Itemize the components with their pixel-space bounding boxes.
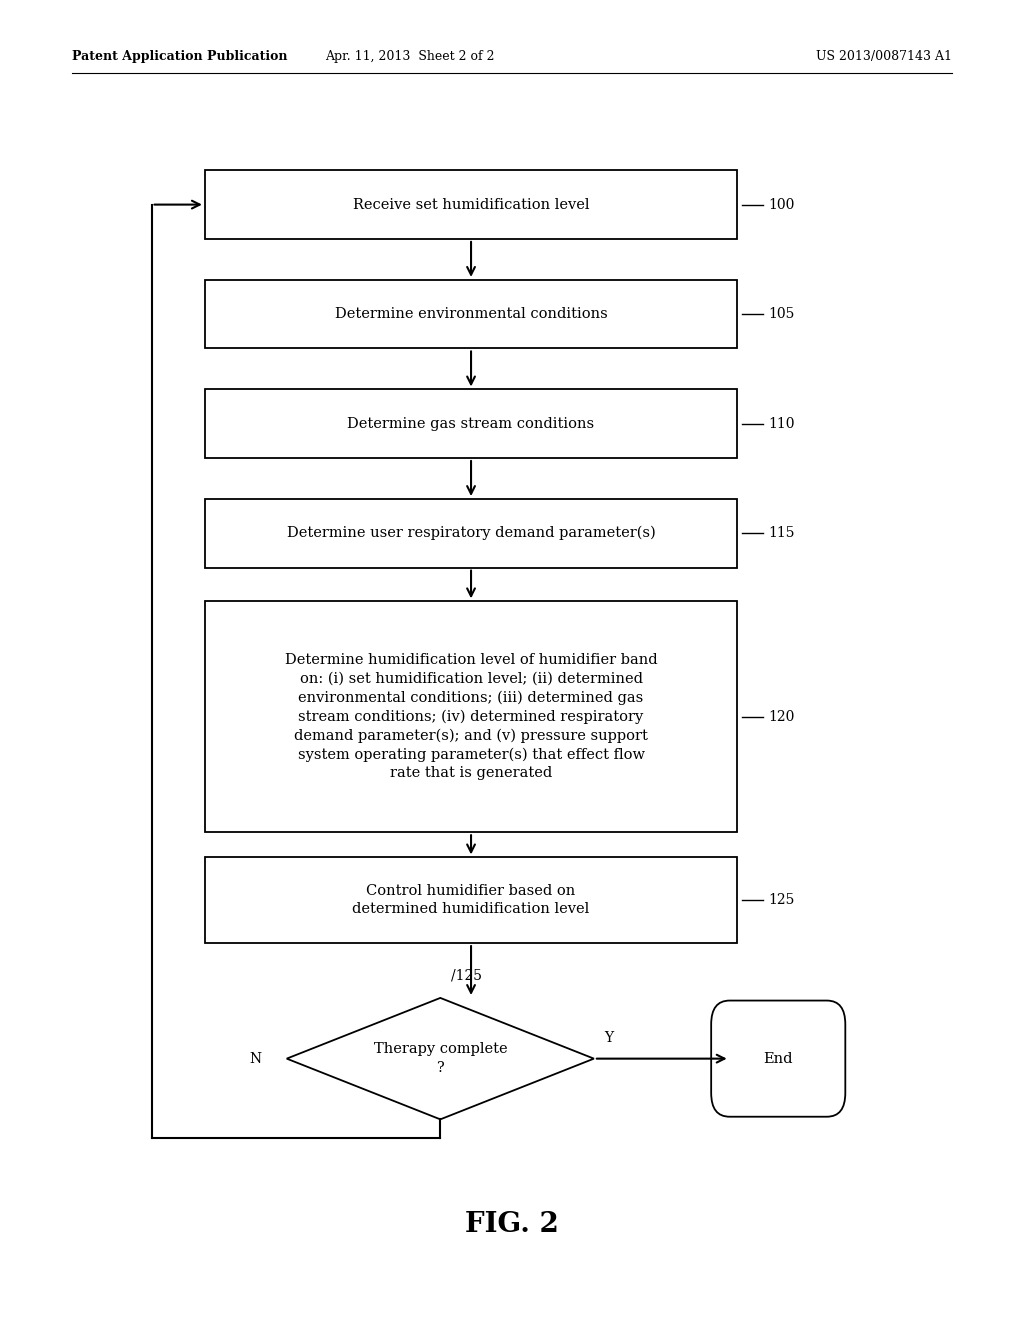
Text: Patent Application Publication: Patent Application Publication — [72, 50, 287, 63]
FancyBboxPatch shape — [205, 389, 737, 458]
Text: Determine humidification level of humidifier band
on: (i) set humidification lev: Determine humidification level of humidi… — [285, 653, 657, 780]
Text: N: N — [249, 1052, 261, 1065]
FancyBboxPatch shape — [205, 280, 737, 348]
Text: US 2013/0087143 A1: US 2013/0087143 A1 — [816, 50, 952, 63]
Text: 115: 115 — [768, 527, 795, 540]
Text: 110: 110 — [768, 417, 795, 430]
FancyBboxPatch shape — [711, 1001, 846, 1117]
Text: Apr. 11, 2013  Sheet 2 of 2: Apr. 11, 2013 Sheet 2 of 2 — [325, 50, 495, 63]
Text: End: End — [764, 1052, 793, 1065]
Text: Determine gas stream conditions: Determine gas stream conditions — [347, 417, 595, 430]
Polygon shape — [287, 998, 594, 1119]
Text: Therapy complete
?: Therapy complete ? — [374, 1043, 507, 1074]
Text: Y: Y — [604, 1031, 613, 1045]
Text: Receive set humidification level: Receive set humidification level — [353, 198, 589, 211]
FancyBboxPatch shape — [205, 170, 737, 239]
Text: FIG. 2: FIG. 2 — [465, 1212, 559, 1238]
FancyBboxPatch shape — [205, 499, 737, 568]
Text: Determine user respiratory demand parameter(s): Determine user respiratory demand parame… — [287, 527, 655, 540]
Text: 120: 120 — [768, 710, 795, 723]
FancyBboxPatch shape — [205, 858, 737, 942]
Text: 125: 125 — [768, 894, 795, 907]
Text: /125: /125 — [451, 968, 481, 982]
Text: Control humidifier based on
determined humidification level: Control humidifier based on determined h… — [352, 884, 590, 916]
Text: Determine environmental conditions: Determine environmental conditions — [335, 308, 607, 321]
Text: 100: 100 — [768, 198, 795, 211]
Text: 105: 105 — [768, 308, 795, 321]
FancyBboxPatch shape — [205, 602, 737, 832]
